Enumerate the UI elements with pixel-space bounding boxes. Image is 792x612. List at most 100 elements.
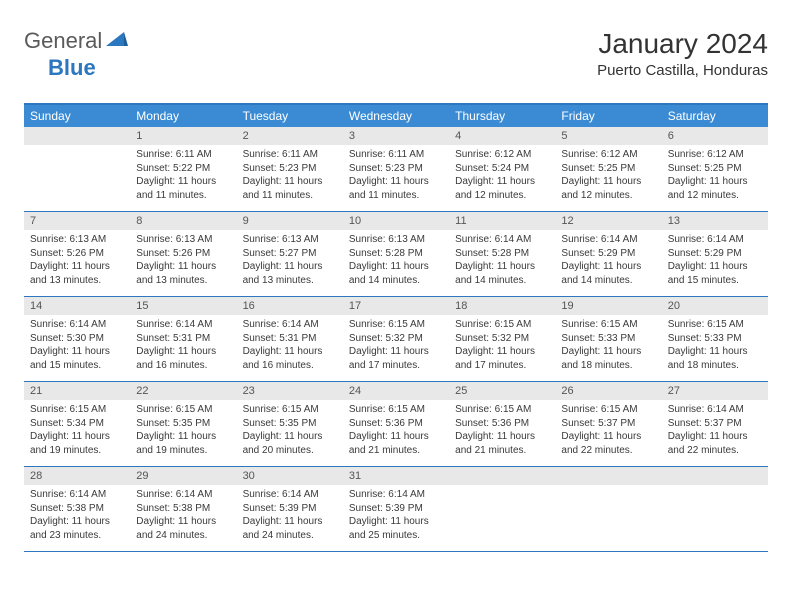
sunset-line: Sunset: 5:33 PM	[561, 332, 655, 346]
sunrise-line: Sunrise: 6:14 AM	[668, 403, 762, 417]
brand-part2: Blue	[48, 55, 96, 81]
sunset-line: Sunset: 5:28 PM	[455, 247, 549, 261]
day-header-sun: Sunday	[24, 105, 130, 127]
day-number: 8	[130, 212, 236, 230]
day-number	[449, 467, 555, 485]
sunrise-line: Sunrise: 6:15 AM	[349, 318, 443, 332]
day-cell: 30Sunrise: 6:14 AMSunset: 5:39 PMDayligh…	[237, 467, 343, 551]
sunset-line: Sunset: 5:32 PM	[349, 332, 443, 346]
day-cell: 26Sunrise: 6:15 AMSunset: 5:37 PMDayligh…	[555, 382, 661, 466]
sunset-line: Sunset: 5:39 PM	[349, 502, 443, 516]
daylight-line-1: Daylight: 11 hours	[30, 515, 124, 529]
day-body: Sunrise: 6:15 AMSunset: 5:35 PMDaylight:…	[237, 400, 343, 461]
daylight-line-2: and 11 minutes.	[349, 189, 443, 203]
sunrise-line: Sunrise: 6:11 AM	[349, 148, 443, 162]
sunrise-line: Sunrise: 6:15 AM	[455, 318, 549, 332]
day-header-tue: Tuesday	[237, 105, 343, 127]
daylight-line-1: Daylight: 11 hours	[349, 345, 443, 359]
daylight-line-1: Daylight: 11 hours	[30, 345, 124, 359]
sunrise-line: Sunrise: 6:15 AM	[349, 403, 443, 417]
day-cell: 27Sunrise: 6:14 AMSunset: 5:37 PMDayligh…	[662, 382, 768, 466]
daylight-line-1: Daylight: 11 hours	[136, 175, 230, 189]
sunrise-line: Sunrise: 6:14 AM	[561, 233, 655, 247]
day-cell: 7Sunrise: 6:13 AMSunset: 5:26 PMDaylight…	[24, 212, 130, 296]
sunrise-line: Sunrise: 6:12 AM	[455, 148, 549, 162]
day-number: 12	[555, 212, 661, 230]
daylight-line-1: Daylight: 11 hours	[455, 260, 549, 274]
day-cell: 6Sunrise: 6:12 AMSunset: 5:25 PMDaylight…	[662, 127, 768, 211]
day-body: Sunrise: 6:15 AMSunset: 5:32 PMDaylight:…	[343, 315, 449, 376]
sunrise-line: Sunrise: 6:14 AM	[136, 318, 230, 332]
month-title: January 2024	[597, 28, 768, 60]
daylight-line-2: and 25 minutes.	[349, 529, 443, 543]
day-number: 23	[237, 382, 343, 400]
day-body: Sunrise: 6:15 AMSunset: 5:33 PMDaylight:…	[662, 315, 768, 376]
weeks-container: 1Sunrise: 6:11 AMSunset: 5:22 PMDaylight…	[24, 127, 768, 552]
daylight-line-2: and 11 minutes.	[243, 189, 337, 203]
daylight-line-1: Daylight: 11 hours	[243, 175, 337, 189]
day-number: 28	[24, 467, 130, 485]
daylight-line-1: Daylight: 11 hours	[561, 345, 655, 359]
day-number: 9	[237, 212, 343, 230]
day-headers-row: Sunday Monday Tuesday Wednesday Thursday…	[24, 105, 768, 127]
sunset-line: Sunset: 5:37 PM	[668, 417, 762, 431]
sunset-line: Sunset: 5:26 PM	[30, 247, 124, 261]
daylight-line-1: Daylight: 11 hours	[455, 430, 549, 444]
daylight-line-1: Daylight: 11 hours	[668, 175, 762, 189]
daylight-line-1: Daylight: 11 hours	[243, 430, 337, 444]
day-number: 26	[555, 382, 661, 400]
day-number: 10	[343, 212, 449, 230]
day-cell: 3Sunrise: 6:11 AMSunset: 5:23 PMDaylight…	[343, 127, 449, 211]
day-body: Sunrise: 6:14 AMSunset: 5:31 PMDaylight:…	[130, 315, 236, 376]
day-cell: 5Sunrise: 6:12 AMSunset: 5:25 PMDaylight…	[555, 127, 661, 211]
day-body: Sunrise: 6:12 AMSunset: 5:25 PMDaylight:…	[555, 145, 661, 206]
calendar: Sunday Monday Tuesday Wednesday Thursday…	[24, 103, 768, 552]
sunrise-line: Sunrise: 6:14 AM	[349, 488, 443, 502]
sunset-line: Sunset: 5:28 PM	[349, 247, 443, 261]
day-body: Sunrise: 6:14 AMSunset: 5:39 PMDaylight:…	[343, 485, 449, 546]
sunrise-line: Sunrise: 6:15 AM	[561, 403, 655, 417]
sunrise-line: Sunrise: 6:11 AM	[136, 148, 230, 162]
day-body: Sunrise: 6:11 AMSunset: 5:23 PMDaylight:…	[343, 145, 449, 206]
day-cell: 16Sunrise: 6:14 AMSunset: 5:31 PMDayligh…	[237, 297, 343, 381]
day-body: Sunrise: 6:13 AMSunset: 5:26 PMDaylight:…	[24, 230, 130, 291]
week-row: 7Sunrise: 6:13 AMSunset: 5:26 PMDaylight…	[24, 212, 768, 297]
daylight-line-1: Daylight: 11 hours	[30, 430, 124, 444]
daylight-line-2: and 18 minutes.	[561, 359, 655, 373]
daylight-line-2: and 14 minutes.	[561, 274, 655, 288]
daylight-line-2: and 11 minutes.	[136, 189, 230, 203]
sunset-line: Sunset: 5:22 PM	[136, 162, 230, 176]
daylight-line-2: and 24 minutes.	[243, 529, 337, 543]
sunset-line: Sunset: 5:38 PM	[136, 502, 230, 516]
sunset-line: Sunset: 5:35 PM	[136, 417, 230, 431]
daylight-line-1: Daylight: 11 hours	[136, 260, 230, 274]
sunset-line: Sunset: 5:25 PM	[668, 162, 762, 176]
day-body: Sunrise: 6:14 AMSunset: 5:29 PMDaylight:…	[555, 230, 661, 291]
daylight-line-1: Daylight: 11 hours	[243, 515, 337, 529]
day-cell: 20Sunrise: 6:15 AMSunset: 5:33 PMDayligh…	[662, 297, 768, 381]
sunset-line: Sunset: 5:26 PM	[136, 247, 230, 261]
daylight-line-2: and 13 minutes.	[136, 274, 230, 288]
daylight-line-2: and 17 minutes.	[349, 359, 443, 373]
day-body: Sunrise: 6:14 AMSunset: 5:38 PMDaylight:…	[130, 485, 236, 546]
day-body	[555, 485, 661, 492]
daylight-line-2: and 14 minutes.	[455, 274, 549, 288]
daylight-line-1: Daylight: 11 hours	[561, 260, 655, 274]
day-cell: 28Sunrise: 6:14 AMSunset: 5:38 PMDayligh…	[24, 467, 130, 551]
daylight-line-1: Daylight: 11 hours	[349, 175, 443, 189]
sunset-line: Sunset: 5:37 PM	[561, 417, 655, 431]
sunset-line: Sunset: 5:35 PM	[243, 417, 337, 431]
day-body: Sunrise: 6:13 AMSunset: 5:26 PMDaylight:…	[130, 230, 236, 291]
daylight-line-1: Daylight: 11 hours	[136, 345, 230, 359]
daylight-line-2: and 22 minutes.	[668, 444, 762, 458]
day-body	[662, 485, 768, 492]
daylight-line-2: and 19 minutes.	[30, 444, 124, 458]
day-number	[24, 127, 130, 145]
sunset-line: Sunset: 5:23 PM	[243, 162, 337, 176]
day-cell: 23Sunrise: 6:15 AMSunset: 5:35 PMDayligh…	[237, 382, 343, 466]
sunset-line: Sunset: 5:29 PM	[668, 247, 762, 261]
day-number: 25	[449, 382, 555, 400]
daylight-line-1: Daylight: 11 hours	[561, 175, 655, 189]
daylight-line-2: and 12 minutes.	[455, 189, 549, 203]
day-body: Sunrise: 6:15 AMSunset: 5:35 PMDaylight:…	[130, 400, 236, 461]
